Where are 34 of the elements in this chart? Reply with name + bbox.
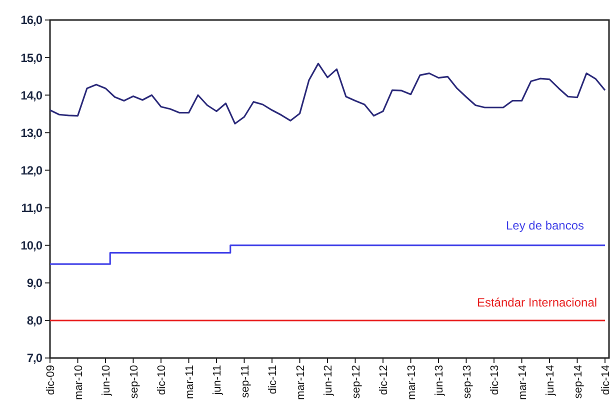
x-tick-label: dic-12 <box>378 365 390 395</box>
x-tick-label: dic-10 <box>156 365 168 395</box>
x-tick-label: dic-09 <box>45 365 57 395</box>
y-tick-label: 11,0 <box>21 200 43 215</box>
x-tick-label: mar-12 <box>294 365 307 400</box>
x-tick-label: mar-13 <box>406 365 418 400</box>
y-tick-label: 10,0 <box>20 238 43 253</box>
x-tick-label: sep-11 <box>239 365 252 398</box>
x-tick-label: jun-11 <box>212 365 224 396</box>
y-tick-label: 13,0 <box>20 126 43 140</box>
x-tick-label: jun-10 <box>100 365 112 397</box>
x-tick-label: sep-10 <box>128 365 140 399</box>
line-series <box>49 62 606 124</box>
y-tick-label: 16,0 <box>20 13 43 28</box>
y-tick-label: 7,0 <box>26 351 43 366</box>
series-label: Ley de bancos <box>506 218 584 232</box>
x-tick-label: sep-12 <box>350 365 362 399</box>
y-tick-label: 15,0 <box>20 50 43 65</box>
x-tick-label: dic-11 <box>267 365 279 394</box>
y-tick-label: 9,0 <box>26 276 43 290</box>
x-tick-label: mar-14 <box>516 365 529 400</box>
x-tick-label: dic-14 <box>600 365 611 395</box>
ref-line-label: Estándar Internacional <box>476 295 598 310</box>
x-tick-label: mar-11 <box>184 365 196 400</box>
y-tick-label: 12,0 <box>20 163 43 178</box>
x-tick-label: jun-12 <box>322 365 334 397</box>
x-tick-label: dic-13 <box>489 365 501 395</box>
y-tick-label: 8,0 <box>26 314 43 328</box>
x-tick-label: jun-13 <box>434 365 446 397</box>
x-tick-label: jun-14 <box>544 365 556 397</box>
x-tick-label: mar-10 <box>72 365 85 400</box>
x-tick-label: sep-13 <box>461 365 474 399</box>
x-tick-label: sep-14 <box>572 365 584 399</box>
y-tick-label: 14,0 <box>20 88 43 102</box>
